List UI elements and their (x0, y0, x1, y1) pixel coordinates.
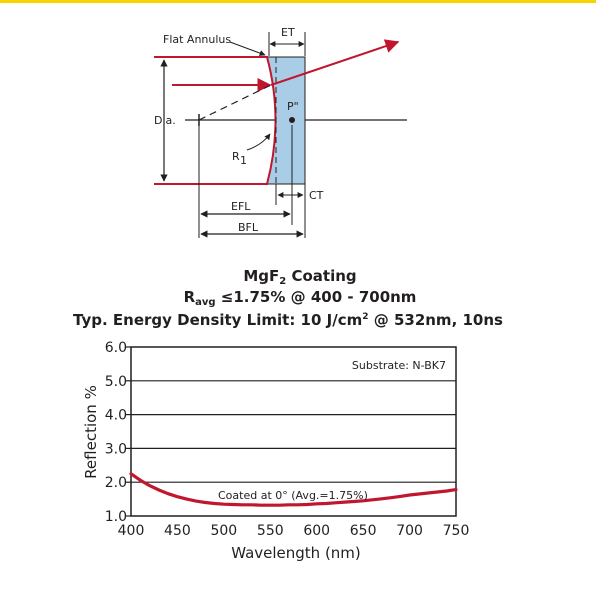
coating-title: MgF2 Coating (243, 267, 356, 287)
y-tick-label: 4.0 (105, 408, 127, 424)
y-tick-label: 3.0 (105, 441, 127, 457)
dia-label: Dia. (154, 114, 176, 127)
reflection-curve (129, 472, 458, 507)
x-tick-label: 400 (118, 523, 145, 539)
p2-label: P" (287, 100, 299, 113)
energy-density-spec: Typ. Energy Density Limit: 10 J/cm2 @ 53… (73, 311, 503, 329)
bfl-label: BFL (238, 221, 259, 234)
lens-diagram: Flat Annulus ET Dia. P" R 1 CT EFL BFL (154, 26, 407, 238)
ct-label: CT (309, 189, 324, 202)
flat-annulus-leader (229, 41, 266, 56)
efl-label: EFL (231, 200, 251, 213)
ravg-spec: Ravg ≤1.75% @ 400 - 700nm (184, 288, 417, 308)
top-accent-bar (0, 0, 596, 3)
outgoing-ray (270, 39, 400, 86)
r1-label: R (232, 150, 240, 163)
x-tick-label: 450 (164, 523, 191, 539)
y-tick-label: 2.0 (105, 475, 127, 491)
series-annotation: Coated at 0° (Avg.=1.75%) (218, 489, 368, 502)
y-tick-label: 1.0 (105, 509, 127, 525)
principal-point-dot (289, 117, 295, 123)
r1-sub-label: 1 (240, 154, 247, 167)
virtual-ray (198, 84, 272, 121)
x-tick-label: 700 (396, 523, 423, 539)
x-tick-label: 650 (350, 523, 377, 539)
flat-annulus-label: Flat Annulus (163, 33, 231, 46)
y-tick-label: 6.0 (105, 340, 127, 356)
y-axis-label: Reflection % (82, 385, 100, 479)
y-tick-label: 5.0 (105, 374, 127, 390)
x-tick-label: 600 (303, 523, 330, 539)
substrate-annotation: Substrate: N-BK7 (352, 359, 446, 372)
r1-leader (246, 133, 271, 151)
et-label: ET (281, 26, 295, 39)
x-tick-label: 550 (257, 523, 284, 539)
x-tick-label: 500 (210, 523, 237, 539)
x-tick-label: 750 (443, 523, 470, 539)
plot-frame (130, 346, 457, 517)
x-axis-label: Wavelength (nm) (231, 544, 361, 562)
